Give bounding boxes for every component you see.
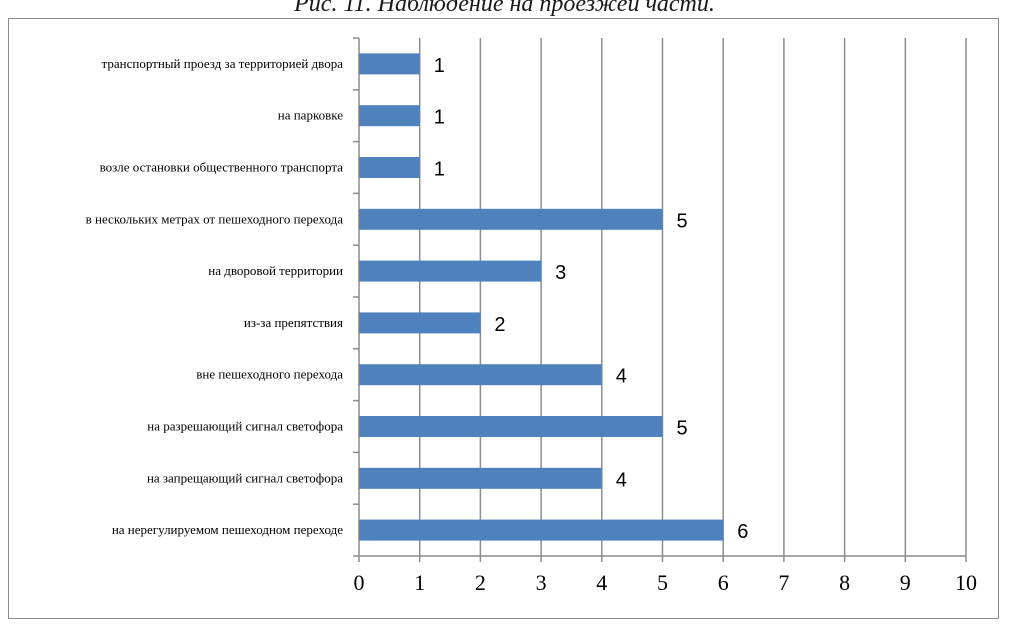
data-label: 1 [434,55,445,77]
bar [359,53,420,75]
bar [359,519,724,541]
category-label: возле остановки общественного транспорта [100,160,344,175]
category-label: в нескольких метрах от пешеходного перех… [86,211,344,226]
category-label: из-за препятствия [244,315,343,330]
x-tick-label: 7 [778,570,789,595]
category-label: вне пешеходного перехода [196,367,343,382]
data-label: 4 [616,469,627,491]
chart-frame [8,18,999,619]
bar [359,416,663,437]
category-label: на дворовой территории [208,263,343,278]
x-tick-label: 9 [900,570,911,595]
category-label: на парковке [278,108,343,123]
category-label: на запрещающий сигнал светофора [147,470,343,485]
x-tick-label: 4 [596,570,607,595]
data-labels: 1 1 1 5 3 2 4 5 4 6 [434,55,749,543]
bar [359,312,481,334]
bar [359,364,602,386]
category-labels: транспортный проезд за территорией двора… [86,56,344,537]
gridlines [353,37,967,562]
data-label: 4 [616,366,627,388]
bar [359,260,542,282]
data-label: 2 [494,314,505,336]
data-label: 6 [737,521,748,543]
bars [359,53,724,541]
x-tick-label: 3 [536,570,547,595]
figure-caption: Рис. 11. Наблюдение на проезжей части. [294,0,715,17]
bar [359,105,420,127]
x-tick-label: 5 [657,570,668,595]
bar [359,157,420,178]
x-tick-label: 6 [718,570,729,595]
bar [359,467,602,489]
data-label: 1 [434,159,445,181]
category-label: на нерегулируемом пешеходном переходе [112,522,343,537]
category-label: транспортный проезд за территорией двора [102,56,344,71]
data-label: 1 [434,107,445,129]
data-label: 3 [555,262,566,284]
x-tick-label: 8 [839,570,850,595]
data-label: 5 [677,210,688,232]
category-label: на разрешающий сигнал светофора [147,419,343,434]
x-tick-label: 10 [955,570,977,595]
x-tick-label: 2 [475,570,486,595]
x-tick-label: 1 [414,570,425,595]
x-tick-labels: 0 1 2 3 4 5 6 7 8 9 10 [354,570,978,595]
data-label: 5 [677,418,688,440]
x-tick-label: 0 [354,570,365,595]
bar [359,208,663,230]
